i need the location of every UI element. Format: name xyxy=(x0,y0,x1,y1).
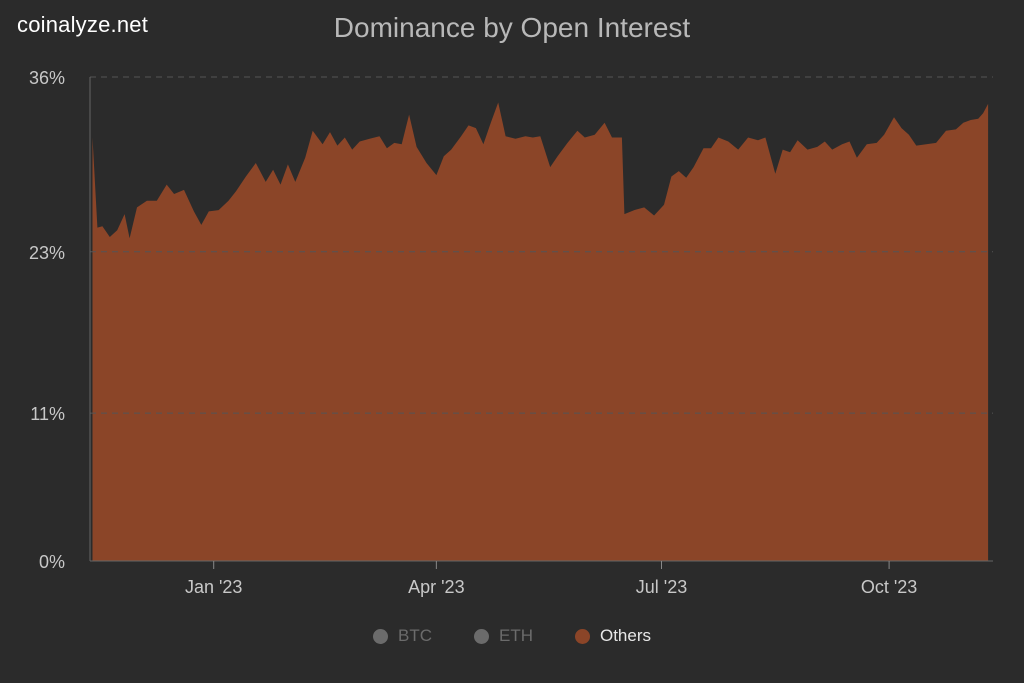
y-tick-label: 23% xyxy=(29,243,65,263)
y-tick-label: 36% xyxy=(29,68,65,88)
x-tick-label: Jan '23 xyxy=(185,577,242,597)
legend-item-eth[interactable]: ETH xyxy=(473,626,533,646)
x-tick-label: Jul '23 xyxy=(636,577,687,597)
legend-item-btc[interactable]: BTC xyxy=(372,626,432,646)
legend: BTC ETH Others xyxy=(0,626,1024,646)
legend-label-eth: ETH xyxy=(498,626,533,645)
y-tick-label: 0% xyxy=(39,552,65,572)
chart-title: Dominance by Open Interest xyxy=(333,12,691,43)
legend-dot-btc-icon xyxy=(372,628,388,644)
y-tick-label: 11% xyxy=(30,404,65,424)
site-brand[interactable]: coinalyze.net xyxy=(17,12,149,37)
legend-label-others: Others xyxy=(599,626,652,645)
legend-label-btc: BTC xyxy=(397,626,432,645)
legend-dot-others-icon xyxy=(574,628,590,644)
x-tick-label: Oct '23 xyxy=(861,577,917,597)
legend-dot-eth-icon xyxy=(473,628,489,644)
series-area-others xyxy=(92,102,989,561)
x-tick-label: Apr '23 xyxy=(408,577,464,597)
legend-item-others[interactable]: Others xyxy=(574,626,652,646)
